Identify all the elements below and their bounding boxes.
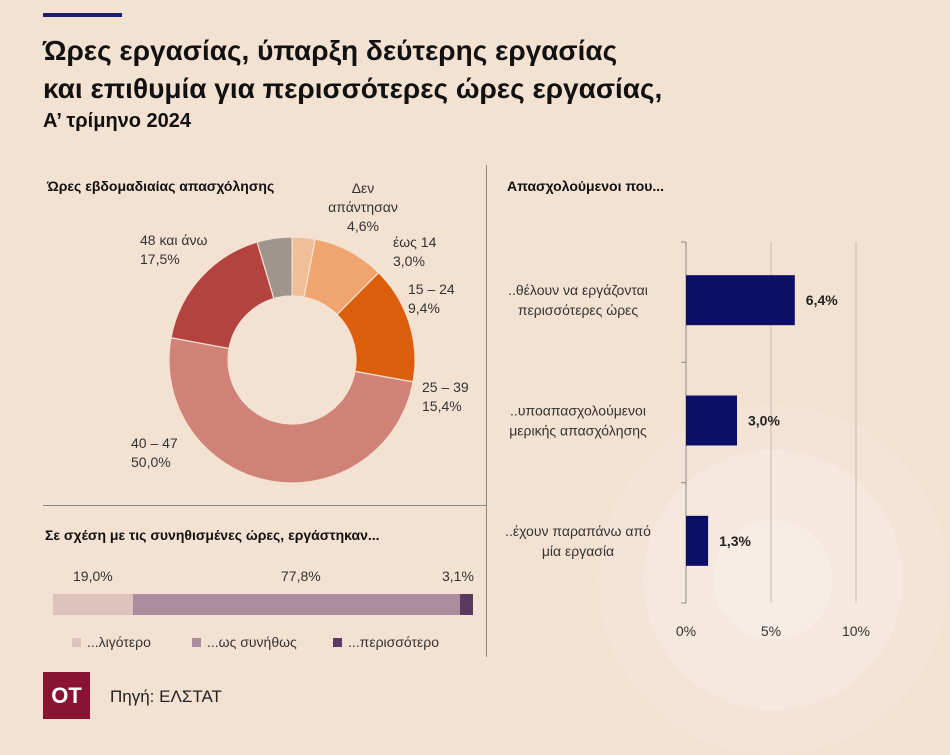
donut-slice-6 [170,241,275,350]
donut-chart: Δεν απάντησαν 4,6% έως 14 3,0% 15 – 24 9,4% 25 … [131,180,469,484]
donut-slice-5 [168,337,414,484]
donut-label-3-2: 9,4% [408,300,440,316]
legend-label-3: ...περισσότερο [348,634,440,650]
donut-label-1-2: απάντησαν [328,199,398,215]
bar-category-label-2-2: μερικής απασχόλησης [509,423,647,439]
donut-label-3-1: 15 – 24 [408,281,455,297]
bar-value-label-3: 1,3% [719,533,751,549]
donut-label-1-1: Δεν [352,180,375,196]
vertical-divider [486,165,487,657]
donut-label-1-3: 4,6% [347,218,379,234]
bar-category-label-2-1: ..υποαπασχολούμενοι [510,403,646,419]
horizontal-bar-chart: 0% 5% 10% 6,4% ..θέλουν να εργάζονται περισσό… [505,241,870,639]
page-title: Ώρες εργασίας, ύπαρξη δεύτερης εργασίας … [43,32,662,108]
stacked-segment-1 [53,594,133,615]
source-text: Πηγή: ΕΛΣΤΑΤ [110,687,222,706]
legend-swatch-3 [333,637,342,647]
donut-label-5-1: 40 – 47 [131,435,178,451]
x-tick-label-2: 5% [761,623,781,639]
stacked-value-label-3: 3,1% [442,568,474,584]
bar-2 [686,395,737,446]
bar-category-label-3-2: μία εργασία [542,543,614,559]
x-tick-label-3: 10% [842,623,870,639]
legend-item-3: ...περισσότερο [333,634,439,650]
bar-category-label-1-2: περισσότερες ώρες [518,302,639,318]
horizontal-divider [43,505,487,506]
stacked-segment-3 [459,594,473,615]
stacked-value-label-2: 77,8% [281,568,321,584]
donut-title: Ώρες εβδομαδιαίας απασχόλησης [47,178,275,194]
bar-1 [686,275,795,326]
x-tick-label-1: 0% [676,623,696,639]
legend-label-2: ...ως συνήθως [207,634,297,650]
stacked-value-label-1: 19,0% [73,568,113,584]
accent-line [43,13,122,17]
decorative-circle-inner [713,520,833,640]
bar-value-label-2: 3,0% [748,413,780,429]
bars-title: Απασχολούμενοι που... [507,178,665,194]
page-subtitle: Α’ τρίμηνο 2024 [43,110,192,132]
donut-label-4-2: 15,4% [422,398,462,414]
decorative-circle-outer [598,405,948,755]
ot-logo: ΟΤ [43,672,90,719]
donut-label-2-2: 3,0% [393,253,425,269]
legend-item-2: ...ως συνήθως [192,634,297,650]
legend-swatch-1 [72,637,81,647]
donut-label-4-1: 25 – 39 [422,379,469,395]
legend-label-1: ...λιγότερο [87,634,151,650]
title-line-2: και επιθυμία για περισσότερες ώρες εργασ… [43,73,663,104]
stacked-title: Σε σχέση με τις συνηθισμένες ώρες, εργάσ… [45,527,380,543]
donut-label-6-1: 48 και άνω [140,232,207,248]
bar-3 [686,515,709,566]
donut-label-5-2: 50,0% [131,454,171,470]
legend-item-1: ...λιγότερο [72,634,151,650]
donut-label-6-2: 17,5% [140,251,180,267]
bar-category-label-3-1: ..έχουν παραπάνω από [505,523,651,539]
legend-swatch-2 [192,637,201,647]
donut-label-2-1: έως 14 [393,234,437,250]
bar-category-label-1-1: ..θέλουν να εργάζονται [508,282,648,298]
stacked-segment-2 [132,594,460,615]
title-line-1: Ώρες εργασίας, ύπαρξη δεύτερης εργασίας [43,35,618,66]
bar-value-label-1: 6,4% [806,292,838,308]
